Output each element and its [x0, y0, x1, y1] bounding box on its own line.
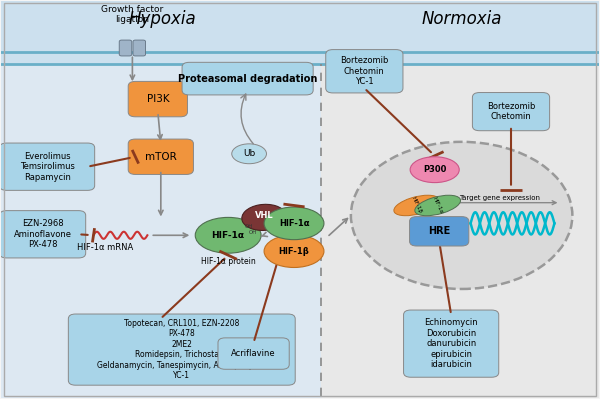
Text: Everolimus
Temsirolimus
Rapamycin: Everolimus Temsirolimus Rapamycin	[20, 152, 74, 182]
Ellipse shape	[264, 207, 324, 240]
FancyBboxPatch shape	[0, 143, 95, 190]
FancyBboxPatch shape	[68, 314, 295, 385]
Text: HIF-1α: HIF-1α	[431, 196, 444, 215]
Text: PI3K: PI3K	[146, 94, 169, 104]
Text: HIF-1β: HIF-1β	[278, 247, 310, 256]
Text: HIF-1α mRNA: HIF-1α mRNA	[77, 243, 134, 252]
Text: EZN-2968
Aminoflavone
PX-478: EZN-2968 Aminoflavone PX-478	[14, 219, 71, 249]
Ellipse shape	[394, 195, 440, 216]
Circle shape	[351, 142, 572, 289]
FancyBboxPatch shape	[128, 81, 187, 117]
FancyBboxPatch shape	[1, 64, 321, 398]
Text: Hypoxia: Hypoxia	[128, 10, 196, 28]
FancyBboxPatch shape	[182, 62, 313, 95]
Text: HIF-1α: HIF-1α	[212, 231, 245, 240]
FancyBboxPatch shape	[128, 139, 193, 174]
Text: OH: OH	[245, 224, 253, 229]
Text: Proteasomal degradation: Proteasomal degradation	[178, 74, 317, 84]
FancyBboxPatch shape	[472, 93, 550, 131]
Text: OH: OH	[249, 230, 257, 235]
FancyBboxPatch shape	[404, 310, 499, 377]
Ellipse shape	[264, 235, 324, 267]
Text: Topotecan, CRL101, EZN-2208
PX-478
2ME2
Romidepsin, Trichostatin
Geldanamycin, T: Topotecan, CRL101, EZN-2208 PX-478 2ME2 …	[97, 319, 266, 380]
Text: Bortezomib
Chetomin
YC-1: Bortezomib Chetomin YC-1	[340, 56, 389, 86]
Ellipse shape	[415, 195, 461, 216]
Ellipse shape	[232, 144, 266, 164]
Text: VHL: VHL	[255, 211, 274, 220]
FancyBboxPatch shape	[133, 40, 146, 56]
Text: P300: P300	[423, 165, 446, 174]
Text: HIF-1α: HIF-1α	[279, 219, 309, 228]
Text: mTOR: mTOR	[145, 152, 176, 162]
Ellipse shape	[410, 157, 459, 183]
Text: Acriflavine: Acriflavine	[231, 349, 276, 358]
FancyBboxPatch shape	[326, 49, 403, 93]
FancyBboxPatch shape	[218, 338, 289, 369]
Text: Normoxia: Normoxia	[421, 10, 502, 28]
Text: Echinomycin
Doxorubicin
danurubicin
epirubicin
idarubicin: Echinomycin Doxorubicin danurubicin epir…	[424, 318, 478, 369]
Ellipse shape	[195, 217, 261, 253]
FancyBboxPatch shape	[321, 64, 599, 398]
FancyBboxPatch shape	[410, 217, 469, 246]
Text: HIF-1α protein: HIF-1α protein	[201, 257, 256, 266]
Text: Ub: Ub	[243, 149, 255, 158]
Text: Target gene expression: Target gene expression	[458, 194, 539, 201]
Text: HIF-1β: HIF-1β	[410, 196, 423, 215]
Ellipse shape	[242, 204, 286, 231]
FancyBboxPatch shape	[119, 40, 132, 56]
Text: Bortezomib
Chetomin: Bortezomib Chetomin	[487, 102, 535, 121]
Text: Growth factor
ligation: Growth factor ligation	[101, 5, 164, 24]
FancyBboxPatch shape	[1, 1, 599, 64]
Text: HRE: HRE	[428, 226, 451, 236]
FancyBboxPatch shape	[0, 211, 86, 258]
